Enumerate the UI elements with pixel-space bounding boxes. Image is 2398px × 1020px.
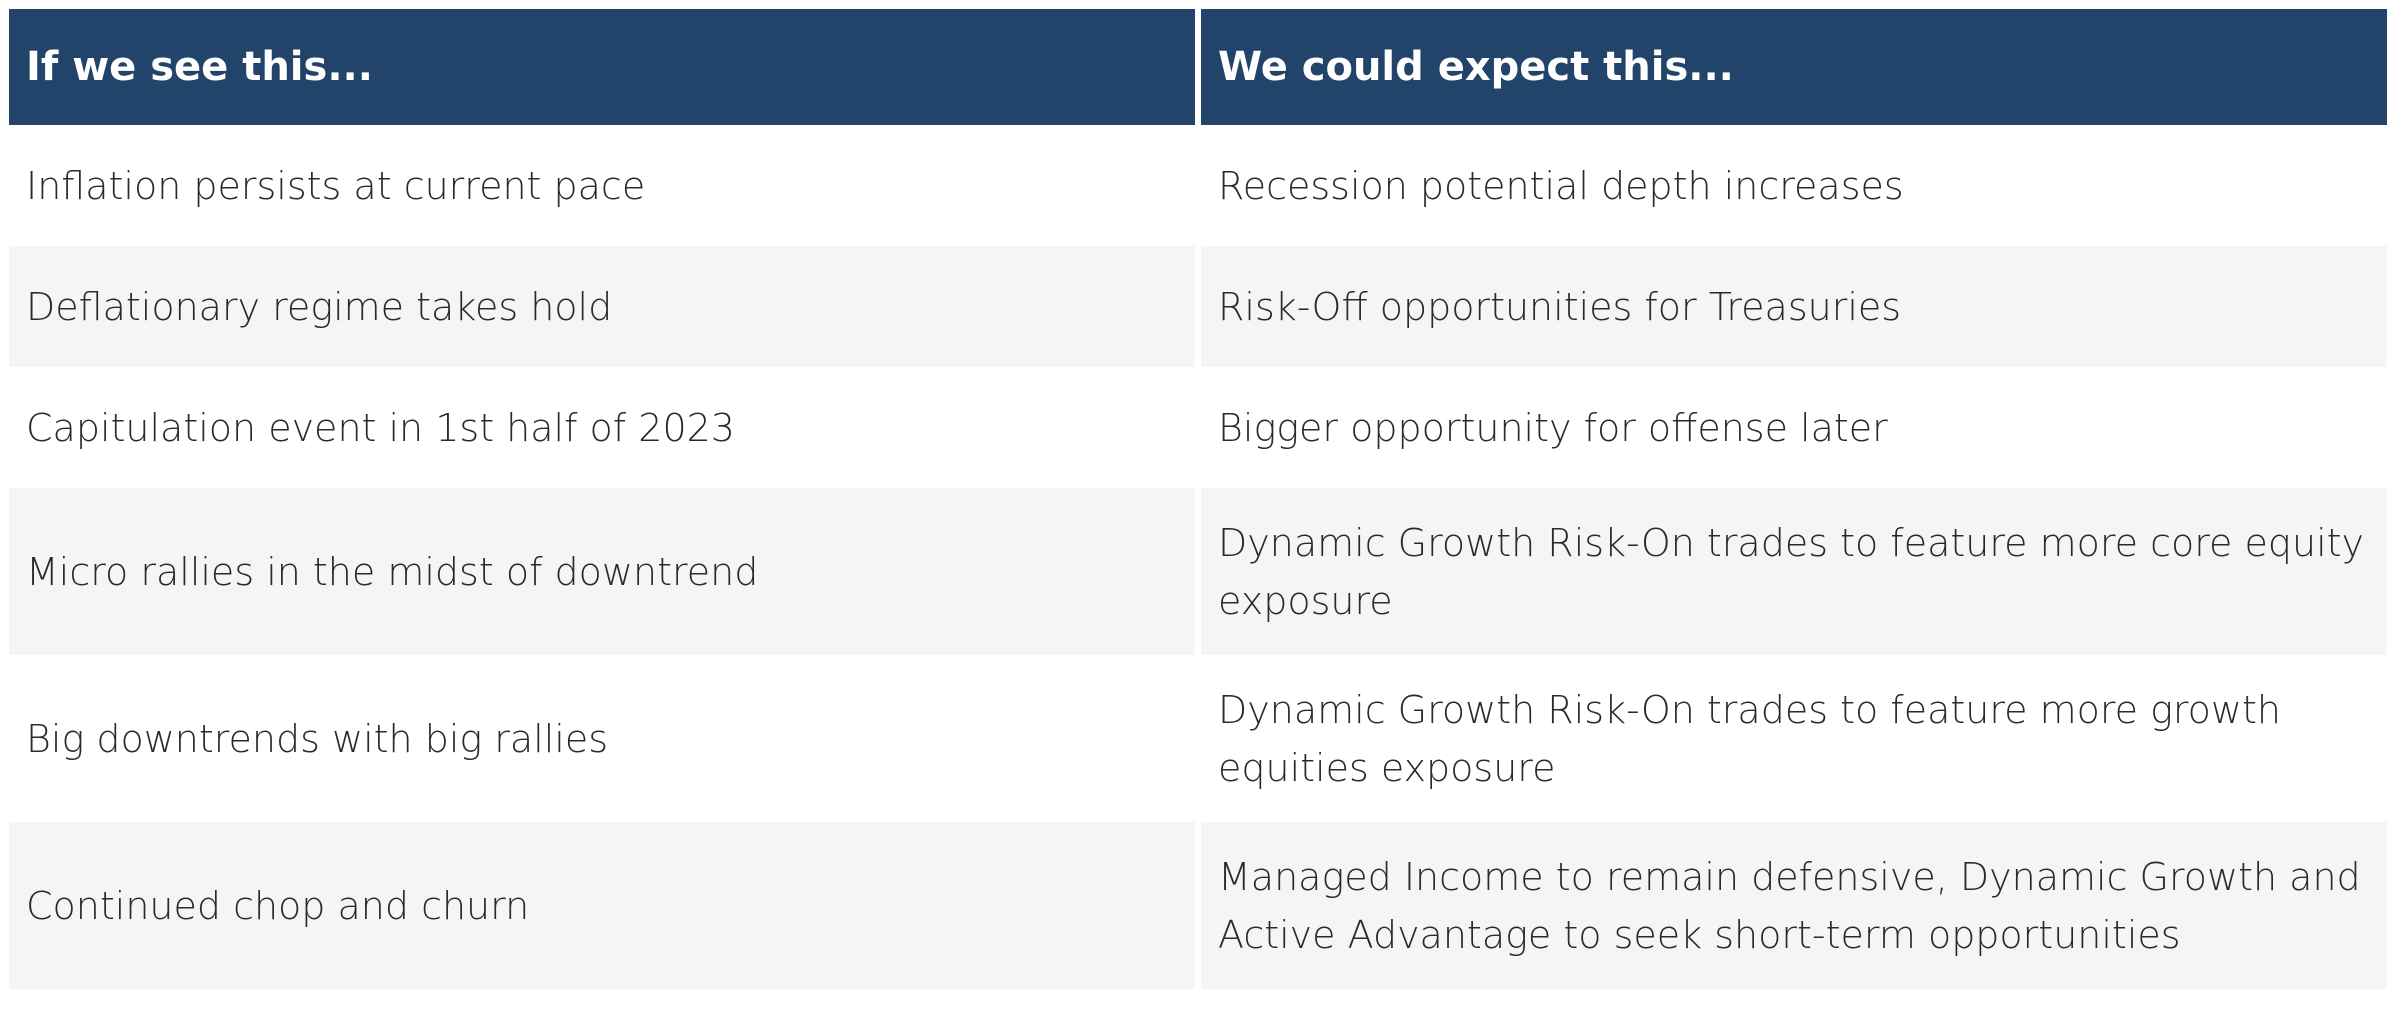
expectation-cell: Risk-Off opportunities for Treasuries xyxy=(1201,246,2387,367)
table-row: Deflationary regime takes hold Risk-Off … xyxy=(9,246,2387,367)
column-divider xyxy=(1195,125,1201,246)
expectation-cell: Dynamic Growth Risk-On trades to feature… xyxy=(1218,687,2281,790)
header-condition: If we see this... xyxy=(9,9,1195,125)
table-row: Big downtrends with big rallies Dynamic … xyxy=(9,655,2387,822)
scenario-table: If we see this... We could expect this..… xyxy=(9,9,2387,989)
table-row: Capitulation event in 1st half of 2023 B… xyxy=(9,367,2387,488)
table-row: Micro rallies in the midst of downtrend … xyxy=(9,488,2387,655)
condition-cell: Inflation persists at current pace xyxy=(26,163,646,208)
expectation-cell: Bigger opportunity for offense later xyxy=(1218,405,1888,450)
condition-cell: Micro rallies in the midst of downtrend xyxy=(9,488,1195,655)
table-row: Inflation persists at current pace Reces… xyxy=(9,125,2387,246)
expectation-cell: Managed Income to remain defensive, Dyna… xyxy=(1201,822,2387,989)
header-expectation: We could expect this... xyxy=(1201,9,2387,125)
expectation-cell: Dynamic Growth Risk-On trades to feature… xyxy=(1201,488,2387,655)
condition-cell: Deflationary regime takes hold xyxy=(9,246,1195,367)
column-divider xyxy=(1195,246,1201,367)
condition-cell: Capitulation event in 1st half of 2023 xyxy=(26,405,735,450)
expectation-cell: Recession potential depth increases xyxy=(1218,163,1904,208)
condition-cell: Continued chop and churn xyxy=(9,822,1195,989)
table-header-row: If we see this... We could expect this..… xyxy=(9,9,2387,125)
column-divider xyxy=(1195,822,1201,989)
condition-cell: Big downtrends with big rallies xyxy=(26,716,609,761)
column-divider xyxy=(1195,9,1201,125)
column-divider xyxy=(1195,367,1201,488)
column-divider xyxy=(1195,488,1201,655)
table-row: Continued chop and churn Managed Income … xyxy=(9,822,2387,989)
column-divider xyxy=(1195,655,1201,822)
